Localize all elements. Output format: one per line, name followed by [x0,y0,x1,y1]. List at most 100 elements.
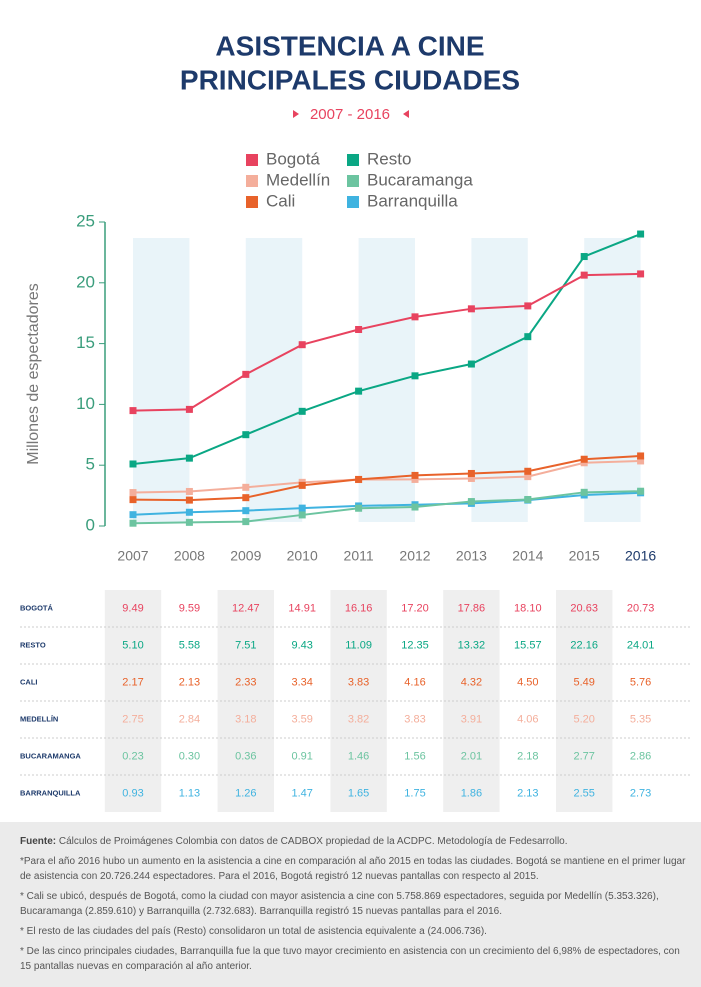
legend-label: Medellín [266,170,330,189]
table-cell: 15.57 [514,639,542,651]
table-cell: 2.01 [461,750,482,762]
marker [637,452,645,460]
y-tick-label: 20 [76,272,95,291]
marker [242,518,250,526]
table-cell: 1.26 [235,787,256,799]
marker [411,475,419,483]
legend-label: Cali [266,191,295,210]
source-note: Fuente: Cálculos de Proimágenes Colombia… [20,834,687,849]
title-line: ASISTENCIA A CINE [215,30,484,61]
row-label: BUCARAMANGA [20,751,81,760]
marker [185,518,193,526]
source-text: Cálculos de Proimágenes Colombia con dat… [58,836,568,847]
marker [185,508,193,516]
row-label: MEDELLÍN [20,714,58,723]
y-tick-label: 10 [76,394,95,413]
marker [411,313,419,321]
x-tick-label: 2012 [399,548,430,564]
band [471,238,528,522]
table-cell: 2.77 [573,750,594,762]
table-cell: 12.35 [401,639,429,651]
marker [637,457,645,465]
row-label: RESTO [20,640,46,649]
marker [411,503,419,511]
band [133,238,190,522]
table-cell: 9.59 [179,602,200,614]
marker [355,387,363,395]
marker [467,469,475,477]
x-tick-label: 2007 [117,548,148,564]
marker [524,302,532,310]
table-cell: 13.32 [458,639,486,651]
band [358,238,415,522]
table-cell: 1.86 [461,787,482,799]
table-cell: 5.20 [573,713,594,725]
table-cell: 2.33 [235,676,256,688]
table-cell: 20.73 [627,602,655,614]
marker [298,481,306,489]
table-cell: 3.83 [348,676,369,688]
marker [524,473,532,481]
legend-swatch [347,196,359,208]
legend-swatch [347,175,359,187]
x-tick-label: 2010 [287,548,318,564]
row-label: CALI [20,677,38,686]
table-cell: 0.23 [122,750,143,762]
note: *Para el año 2016 hubo un aumento en la … [20,856,686,882]
marker [129,496,137,504]
marker [467,360,475,368]
x-tick-label: 2013 [456,548,487,564]
table-cell: 2.84 [179,713,200,725]
subtitle: 2007 - 2016 [310,106,390,123]
y-tick-label: 15 [76,333,95,352]
y-tick-label: 5 [86,455,95,474]
table-cell: 5.49 [573,676,594,688]
marker [524,467,532,475]
row-label: BARRANQUILLA [20,788,81,797]
x-tick-label: 2011 [344,548,374,564]
marker [185,405,193,413]
line [132,233,641,465]
table-cell: 12.47 [232,602,260,614]
marker [467,474,475,482]
table-cell: 1.13 [179,787,200,799]
marker [242,494,250,502]
table-cell: 22.16 [570,639,598,651]
line [132,459,641,494]
marker [298,407,306,415]
band [245,238,303,522]
table-cell: 9.43 [291,639,312,651]
marker [185,496,193,504]
table-cell: 4.16 [404,676,425,688]
marker [355,504,363,512]
table-cell: 1.75 [404,787,425,799]
table-cell: 18.10 [514,602,542,614]
table-cell: 11.09 [345,639,372,651]
table-cell: 2.13 [179,676,200,688]
table-cell: 5.35 [630,713,651,725]
note: * Cali se ubicó, después de Bogotá, como… [20,891,659,917]
table-cell: 5.58 [179,639,200,651]
marker [242,483,250,491]
marker [129,407,137,415]
table-cell: 3.91 [461,713,482,725]
row-label: BOGOTÁ [20,603,53,612]
line [132,272,641,412]
table-cell: 5.76 [630,676,651,688]
marker [637,270,645,278]
table-cell: 3.82 [348,713,369,725]
chart: ASISTENCIA A CINE PRINCIPALES CIUDADES 2… [20,30,690,812]
marker [467,498,475,506]
legend-label: Bogotá [266,149,320,168]
marker [129,460,137,468]
table-cell: 2.55 [573,787,594,799]
legend-label: Bucaramanga [367,170,473,189]
table-cell: 24.01 [627,639,655,651]
table-cell: 0.91 [291,750,312,762]
table-cell: 3.18 [235,713,256,725]
table-cell: 20.63 [570,602,598,614]
table-cell: 2.75 [122,713,143,725]
x-tick-label: 2014 [512,548,543,564]
table-shade [443,590,500,812]
marker [580,455,588,463]
